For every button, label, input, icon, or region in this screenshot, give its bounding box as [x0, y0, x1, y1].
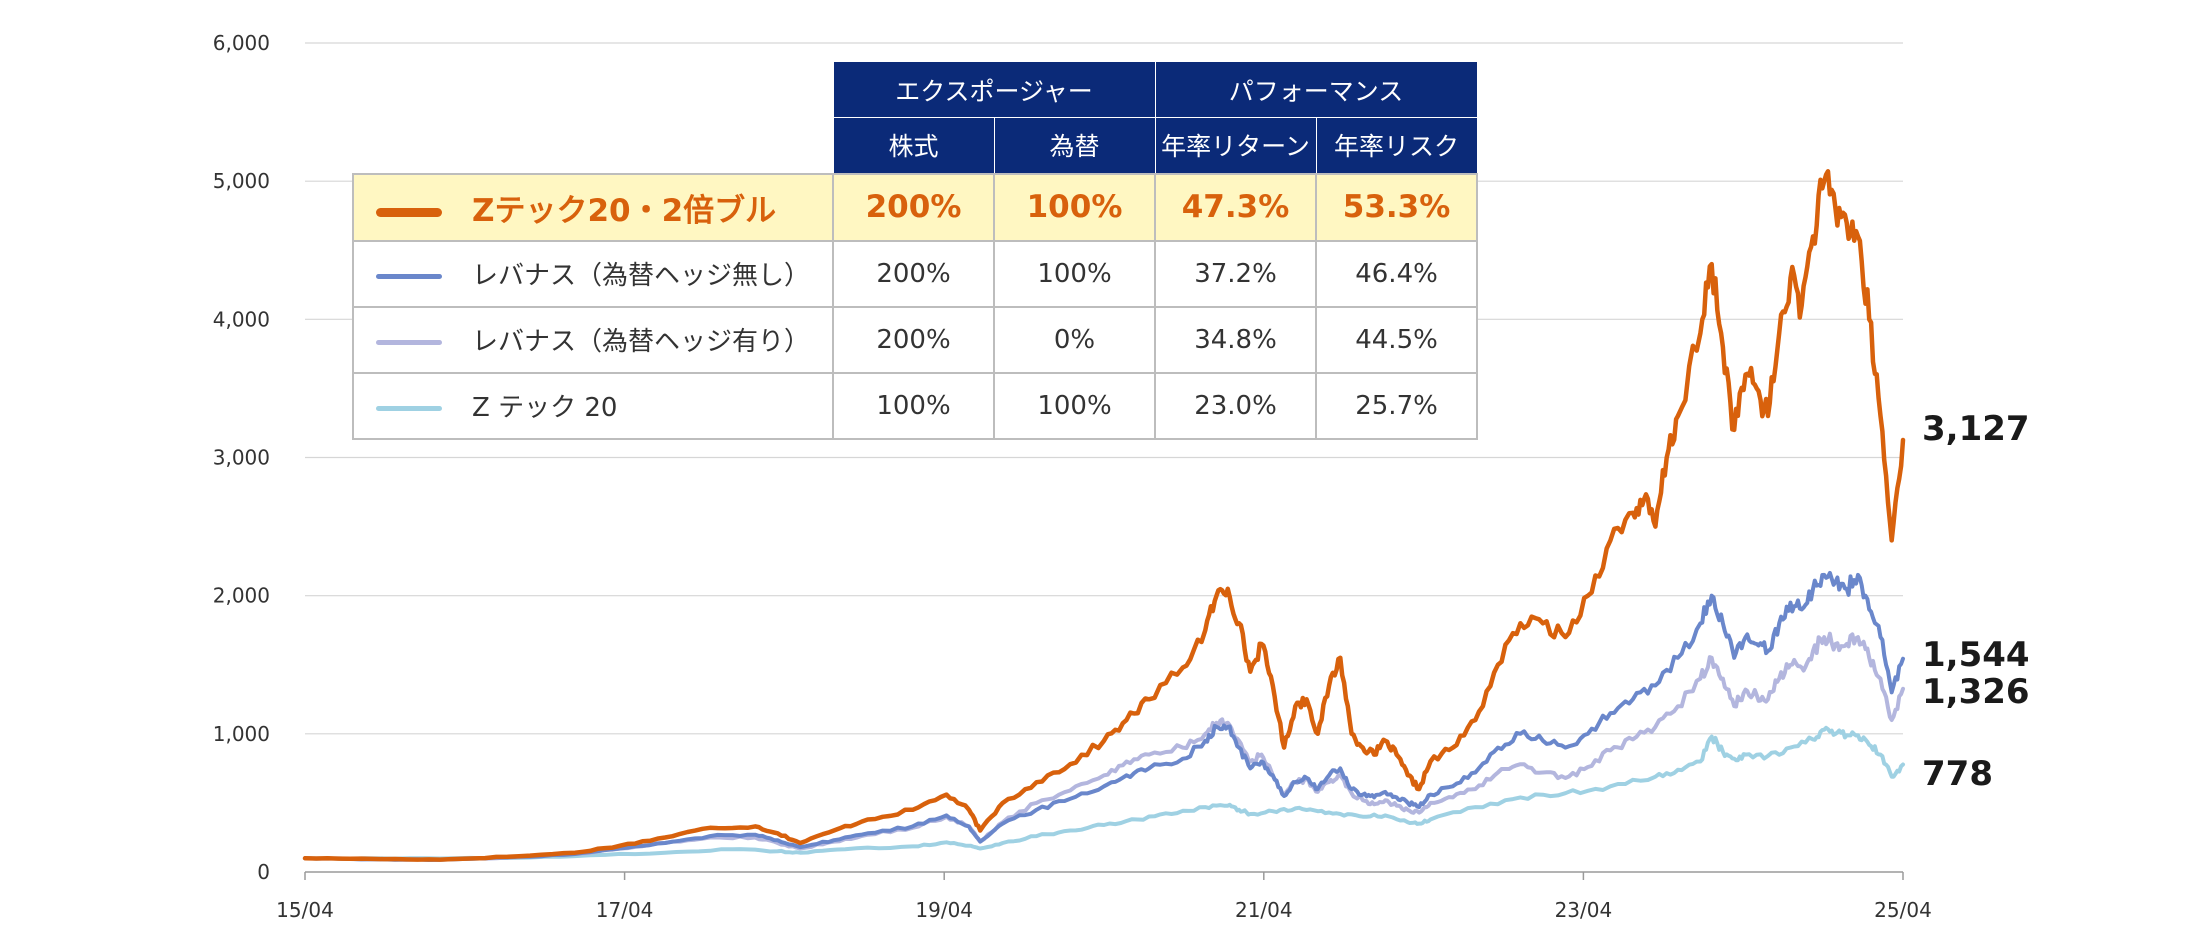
cell-stock: 200%: [832, 172, 995, 242]
x-tick-label: 17/04: [596, 898, 654, 922]
y-tick-label: 1,000: [213, 722, 270, 746]
y-tick-label: 6,000: [213, 31, 270, 55]
y-tick-label: 2,000: [213, 584, 270, 608]
series-line-1: [303, 570, 1905, 862]
legend-swatch: [376, 274, 442, 279]
cell-stock: 200%: [832, 305, 995, 374]
cell-risk: 53.3%: [1315, 172, 1479, 242]
row-name-cell: レバナス（為替ヘッジ無し）: [352, 239, 834, 308]
cell-stock: 100%: [832, 371, 995, 440]
cell-return: 37.2%: [1154, 239, 1318, 308]
x-tick-label: 21/04: [1235, 898, 1293, 922]
row-name: レバナス（為替ヘッジ無し）: [472, 261, 811, 291]
row-name: Z テック 20: [472, 393, 618, 423]
y-tick-label: 4,000: [213, 307, 270, 331]
row-name-cell: レバナス（為替ヘッジ有り）: [352, 305, 834, 374]
x-tick-label: 19/04: [915, 898, 973, 922]
cell-return: 34.8%: [1154, 305, 1318, 374]
legend-swatch: [376, 207, 442, 217]
legend-swatch: [376, 406, 442, 411]
end-label-1: 1,544: [1922, 635, 2030, 675]
y-axis-ticks: 0 1,000 2,000 3,000 4,000 5,000 6,000: [213, 31, 270, 884]
cell-return: 23.0%: [1154, 371, 1318, 440]
cell-stock: 200%: [832, 239, 995, 308]
header-performance: パフォーマンス: [1154, 61, 1478, 118]
series-line-3: [303, 725, 1905, 861]
legend-swatch: [376, 340, 442, 345]
row-name-cell: Zテック20・2倍ブル: [352, 172, 834, 242]
cell-risk: 46.4%: [1315, 239, 1479, 308]
end-label-0: 3,127: [1922, 409, 2030, 449]
header-annual-risk: 年率リスク: [1315, 117, 1478, 174]
series-line-0: [302, 169, 1906, 862]
table-row: レバナス（為替ヘッジ有り） 200% 0% 34.8% 44.5%: [352, 305, 1479, 374]
cell-fx: 100%: [992, 172, 1157, 242]
header-exposure: エクスポージャー: [832, 61, 1156, 118]
cell-risk: 44.5%: [1315, 305, 1479, 374]
y-tick-label: 0: [257, 860, 270, 884]
x-tick-label: 15/04: [276, 898, 334, 922]
cell-fx: 100%: [992, 239, 1157, 308]
cell-fx: 100%: [992, 371, 1157, 440]
x-tick-label: 25/04: [1874, 898, 1932, 922]
end-label-2: 1,326: [1922, 672, 2030, 712]
table-row: レバナス（為替ヘッジ無し） 200% 100% 37.2% 46.4%: [352, 239, 1479, 308]
y-tick-label: 5,000: [213, 169, 270, 193]
cell-fx: 0%: [992, 305, 1157, 374]
row-name: レバナス（為替ヘッジ有り）: [472, 327, 811, 357]
cell-risk: 25.7%: [1315, 371, 1479, 440]
table-corner: [353, 62, 833, 174]
table-row: Zテック20・2倍ブル 200% 100% 47.3% 53.3%: [352, 172, 1479, 242]
end-label-3: 778: [1922, 754, 1993, 794]
row-name-cell: Z テック 20: [352, 371, 834, 440]
header-fx: 為替: [993, 117, 1156, 174]
legend-performance-table: エクスポージャー パフォーマンス 株式 為替 年率リターン 年率リスク Zテック…: [352, 61, 1479, 440]
table-row: Z テック 20 100% 100% 23.0% 25.7%: [352, 371, 1479, 440]
x-axis-ticks: 15/04 17/04 19/04 21/04 23/04 25/04: [276, 872, 1932, 922]
header-annual-return: 年率リターン: [1154, 117, 1317, 174]
y-tick-label: 3,000: [213, 446, 270, 470]
series-lines: [302, 169, 1906, 862]
x-tick-label: 23/04: [1555, 898, 1613, 922]
header-stock: 株式: [832, 117, 995, 174]
cell-return: 47.3%: [1154, 172, 1318, 242]
row-name: Zテック20・2倍ブル: [472, 192, 777, 229]
